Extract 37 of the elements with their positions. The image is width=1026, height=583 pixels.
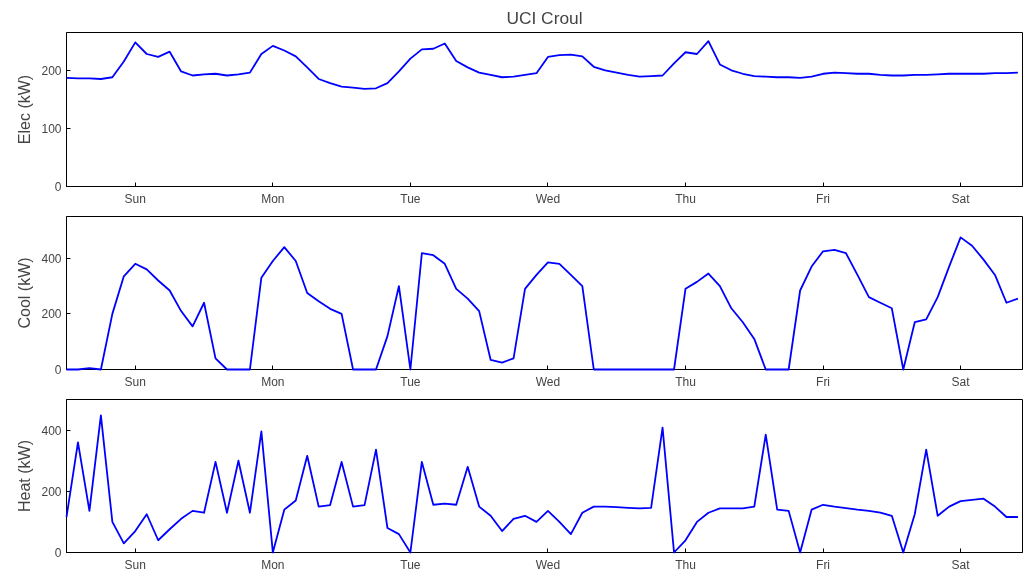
line-series	[65, 414, 1019, 554]
y-tick-label: 200	[41, 484, 62, 499]
x-tick-label: Fri	[816, 557, 831, 572]
x-tick-label: Tue	[400, 374, 421, 389]
y-tick-label: 0	[54, 180, 62, 194]
x-tick-label: Tue	[400, 191, 421, 206]
x-tick-label: Thu	[675, 374, 696, 389]
x-tick-label: Thu	[675, 557, 696, 572]
line-series	[65, 40, 1019, 90]
y-tick-label: 0	[54, 546, 62, 560]
x-tick-label: Sat	[951, 557, 971, 572]
x-tick-label: Tue	[400, 557, 421, 572]
x-tick-label: Sun	[124, 191, 146, 206]
y-axis-title: Cool (kW)	[16, 257, 34, 329]
x-tick-label: Wed	[535, 557, 561, 572]
y-tick-label: 0	[54, 363, 62, 377]
y-tick-label: 400	[41, 251, 62, 266]
x-tick-label: Wed	[535, 374, 561, 389]
chart-title: UCI Croul	[506, 7, 583, 28]
y-axis-title: Heat (kW)	[16, 440, 34, 512]
x-tick-label: Fri	[816, 374, 831, 389]
x-tick-label: Sat	[951, 191, 971, 206]
x-tick-label: Mon	[261, 374, 285, 389]
y-tick-label: 100	[41, 121, 62, 136]
x-tick-label: Wed	[535, 191, 561, 206]
x-tick-label: Sun	[124, 557, 146, 572]
x-tick-label: Mon	[261, 191, 285, 206]
y-tick-label: 200	[41, 63, 62, 78]
y-tick-label: 400	[41, 423, 62, 438]
y-tick-label: 200	[41, 307, 62, 322]
line-series	[65, 236, 1019, 371]
x-tick-label: Thu	[675, 191, 696, 206]
y-axis-title: Elec (kW)	[16, 74, 34, 145]
x-tick-label: Fri	[816, 191, 831, 206]
x-tick-label: Sat	[951, 374, 971, 389]
x-tick-label: Sun	[124, 374, 146, 389]
x-tick-label: Mon	[261, 557, 285, 572]
